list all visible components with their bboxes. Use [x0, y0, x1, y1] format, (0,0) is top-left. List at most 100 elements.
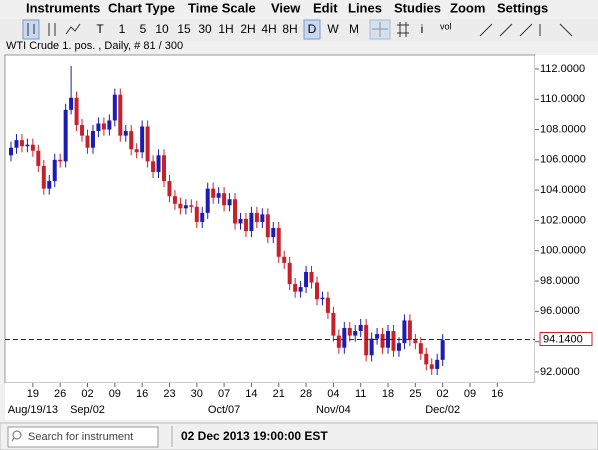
candle-body: [123, 131, 128, 136]
toolbar: [0, 19, 598, 41]
candle-body: [200, 212, 205, 222]
candle-body: [96, 123, 101, 132]
candle-body: [293, 284, 298, 292]
candle-body: [440, 340, 445, 360]
x-tick-label: 11: [355, 388, 366, 400]
candle-body: [380, 334, 385, 348]
x-tick-label: 16: [136, 388, 148, 400]
x-major-label: Sep/02: [70, 404, 105, 416]
info-button[interactable]: i: [421, 22, 424, 36]
y-tick-label: 92.0000: [540, 366, 580, 378]
menu-item[interactable]: Edit: [313, 0, 338, 15]
menu-item[interactable]: Settings: [497, 0, 548, 15]
candle-body: [418, 343, 423, 354]
period-button[interactable]: 1H: [218, 22, 233, 36]
candle-body: [396, 343, 401, 351]
candle-body: [58, 159, 63, 162]
candle-body: [304, 271, 309, 288]
period-button[interactable]: 1: [119, 22, 126, 36]
candle-body: [407, 320, 412, 341]
candle-body: [47, 181, 52, 189]
candle-body: [36, 150, 41, 166]
candle-body: [216, 193, 221, 198]
candle-body: [112, 94, 117, 121]
y-tick-label: 108.0000: [540, 123, 586, 135]
period-button[interactable]: 8H: [282, 22, 297, 36]
search-placeholder[interactable]: Search for instrument: [28, 431, 133, 443]
candle-body: [52, 159, 57, 182]
y-tick-label: 102.0000: [540, 214, 586, 226]
x-tick-label: 26: [54, 388, 66, 400]
candle-body: [156, 155, 161, 172]
candle-body: [9, 147, 14, 156]
y-tick-label: 104.0000: [540, 184, 586, 196]
period-button[interactable]: D: [308, 22, 317, 36]
volume-button[interactable]: vol: [440, 21, 452, 31]
candle-body: [375, 334, 380, 339]
menu-item[interactable]: View: [271, 0, 301, 15]
x-tick-label: 09: [464, 388, 476, 400]
candle-body: [167, 181, 172, 197]
candle-body: [189, 205, 194, 207]
candle-body: [80, 124, 85, 136]
period-button[interactable]: 10: [155, 22, 169, 36]
candle-body: [435, 359, 440, 369]
candle-body: [151, 161, 156, 172]
period-button[interactable]: 15: [177, 22, 191, 36]
cross-tool[interactable]: [369, 19, 391, 40]
candle-body: [90, 131, 95, 148]
candle-body: [63, 109, 68, 162]
menu-item[interactable]: Zoom: [450, 0, 485, 15]
candle-body: [249, 212, 254, 232]
candle-body: [205, 188, 210, 213]
period-button[interactable]: T: [96, 22, 104, 36]
candle-body: [336, 335, 341, 348]
candle-body: [19, 140, 24, 147]
menu-item[interactable]: Lines: [348, 0, 382, 15]
period-button[interactable]: M: [349, 22, 359, 36]
candle-body: [238, 218, 243, 224]
menu-item[interactable]: Chart Type: [108, 0, 175, 15]
x-tick-label: 30: [191, 388, 203, 400]
y-tick-label: 106.0000: [540, 154, 586, 166]
candle-body: [41, 165, 46, 189]
last-price-box: [539, 332, 593, 347]
x-tick-label: 25: [409, 388, 421, 400]
candle-body: [260, 214, 265, 222]
candle-body: [69, 97, 74, 110]
candle-body: [194, 206, 199, 222]
period-button[interactable]: 5: [140, 22, 147, 36]
y-tick-label: 96.0000: [540, 305, 580, 317]
candle-body: [211, 188, 216, 198]
candle-body: [183, 205, 188, 209]
chart-title: WTI Crude 1. pos. , Daily, # 81 / 300: [6, 40, 183, 52]
period-button[interactable]: 30: [198, 22, 212, 36]
y-tick-label: 112.0000: [540, 63, 585, 75]
period-button[interactable]: 4H: [261, 22, 276, 36]
candle-body: [271, 228, 276, 238]
menu-item[interactable]: Instruments: [26, 0, 100, 15]
period-button[interactable]: 2H: [240, 22, 255, 36]
candle-body: [107, 120, 112, 130]
last-price-label: 94.1400: [543, 333, 583, 345]
candle-body: [85, 135, 90, 148]
period-selected: [303, 19, 321, 40]
period-button[interactable]: W: [327, 22, 339, 36]
candle-tool[interactable]: [22, 19, 40, 40]
menu-item[interactable]: Studies: [394, 0, 441, 15]
time-axis: [5, 383, 598, 420]
search-icon: [11, 437, 15, 442]
candle-body: [134, 149, 139, 153]
x-tick-label: 18: [382, 388, 394, 400]
candle-body: [162, 155, 166, 182]
candle-body: [172, 196, 177, 204]
menu-item[interactable]: Time Scale: [188, 0, 256, 15]
candle-body: [391, 331, 396, 351]
search-box[interactable]: [7, 426, 159, 448]
candle-body: [222, 193, 227, 206]
candle-body: [243, 218, 248, 232]
candle-body: [314, 282, 319, 300]
candle-body: [413, 340, 418, 344]
candle-body: [287, 262, 292, 285]
